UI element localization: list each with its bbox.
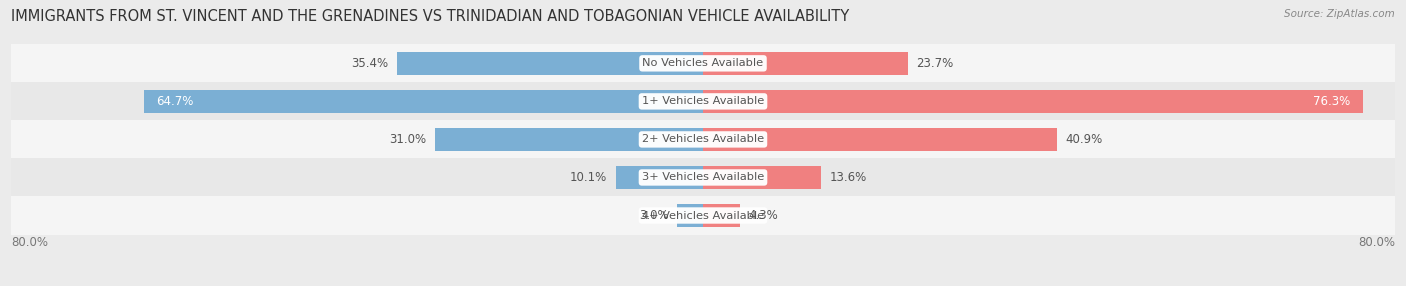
Bar [11,120,1395,158]
Bar [616,166,703,189]
Text: 23.7%: 23.7% [917,57,953,70]
Text: 10.1%: 10.1% [569,171,607,184]
Text: 40.9%: 40.9% [1066,133,1102,146]
Text: 3.0%: 3.0% [638,209,668,222]
Text: 4.3%: 4.3% [749,209,779,222]
Text: 31.0%: 31.0% [389,133,426,146]
Text: 1+ Vehicles Available: 1+ Vehicles Available [643,96,763,106]
Bar [678,204,703,227]
Bar [703,204,740,227]
Text: 2+ Vehicles Available: 2+ Vehicles Available [643,134,763,144]
Bar [11,44,1395,82]
Bar [703,90,1362,113]
Bar [11,196,1395,235]
Text: Source: ZipAtlas.com: Source: ZipAtlas.com [1284,9,1395,19]
Text: 64.7%: 64.7% [156,95,194,108]
Text: 4+ Vehicles Available: 4+ Vehicles Available [643,210,763,221]
Text: 80.0%: 80.0% [11,237,48,249]
Text: 35.4%: 35.4% [352,57,388,70]
Bar [396,51,703,75]
Bar [11,158,1395,196]
Bar [143,90,703,113]
Text: No Vehicles Available: No Vehicles Available [643,58,763,68]
Text: IMMIGRANTS FROM ST. VINCENT AND THE GRENADINES VS TRINIDADIAN AND TOBAGONIAN VEH: IMMIGRANTS FROM ST. VINCENT AND THE GREN… [11,9,849,23]
Text: 13.6%: 13.6% [830,171,866,184]
Bar [703,51,908,75]
Text: 3+ Vehicles Available: 3+ Vehicles Available [643,172,763,182]
Bar [703,128,1057,151]
Bar [11,82,1395,120]
Bar [434,128,703,151]
Text: 80.0%: 80.0% [1358,237,1395,249]
Bar [703,166,821,189]
Text: 76.3%: 76.3% [1313,95,1350,108]
